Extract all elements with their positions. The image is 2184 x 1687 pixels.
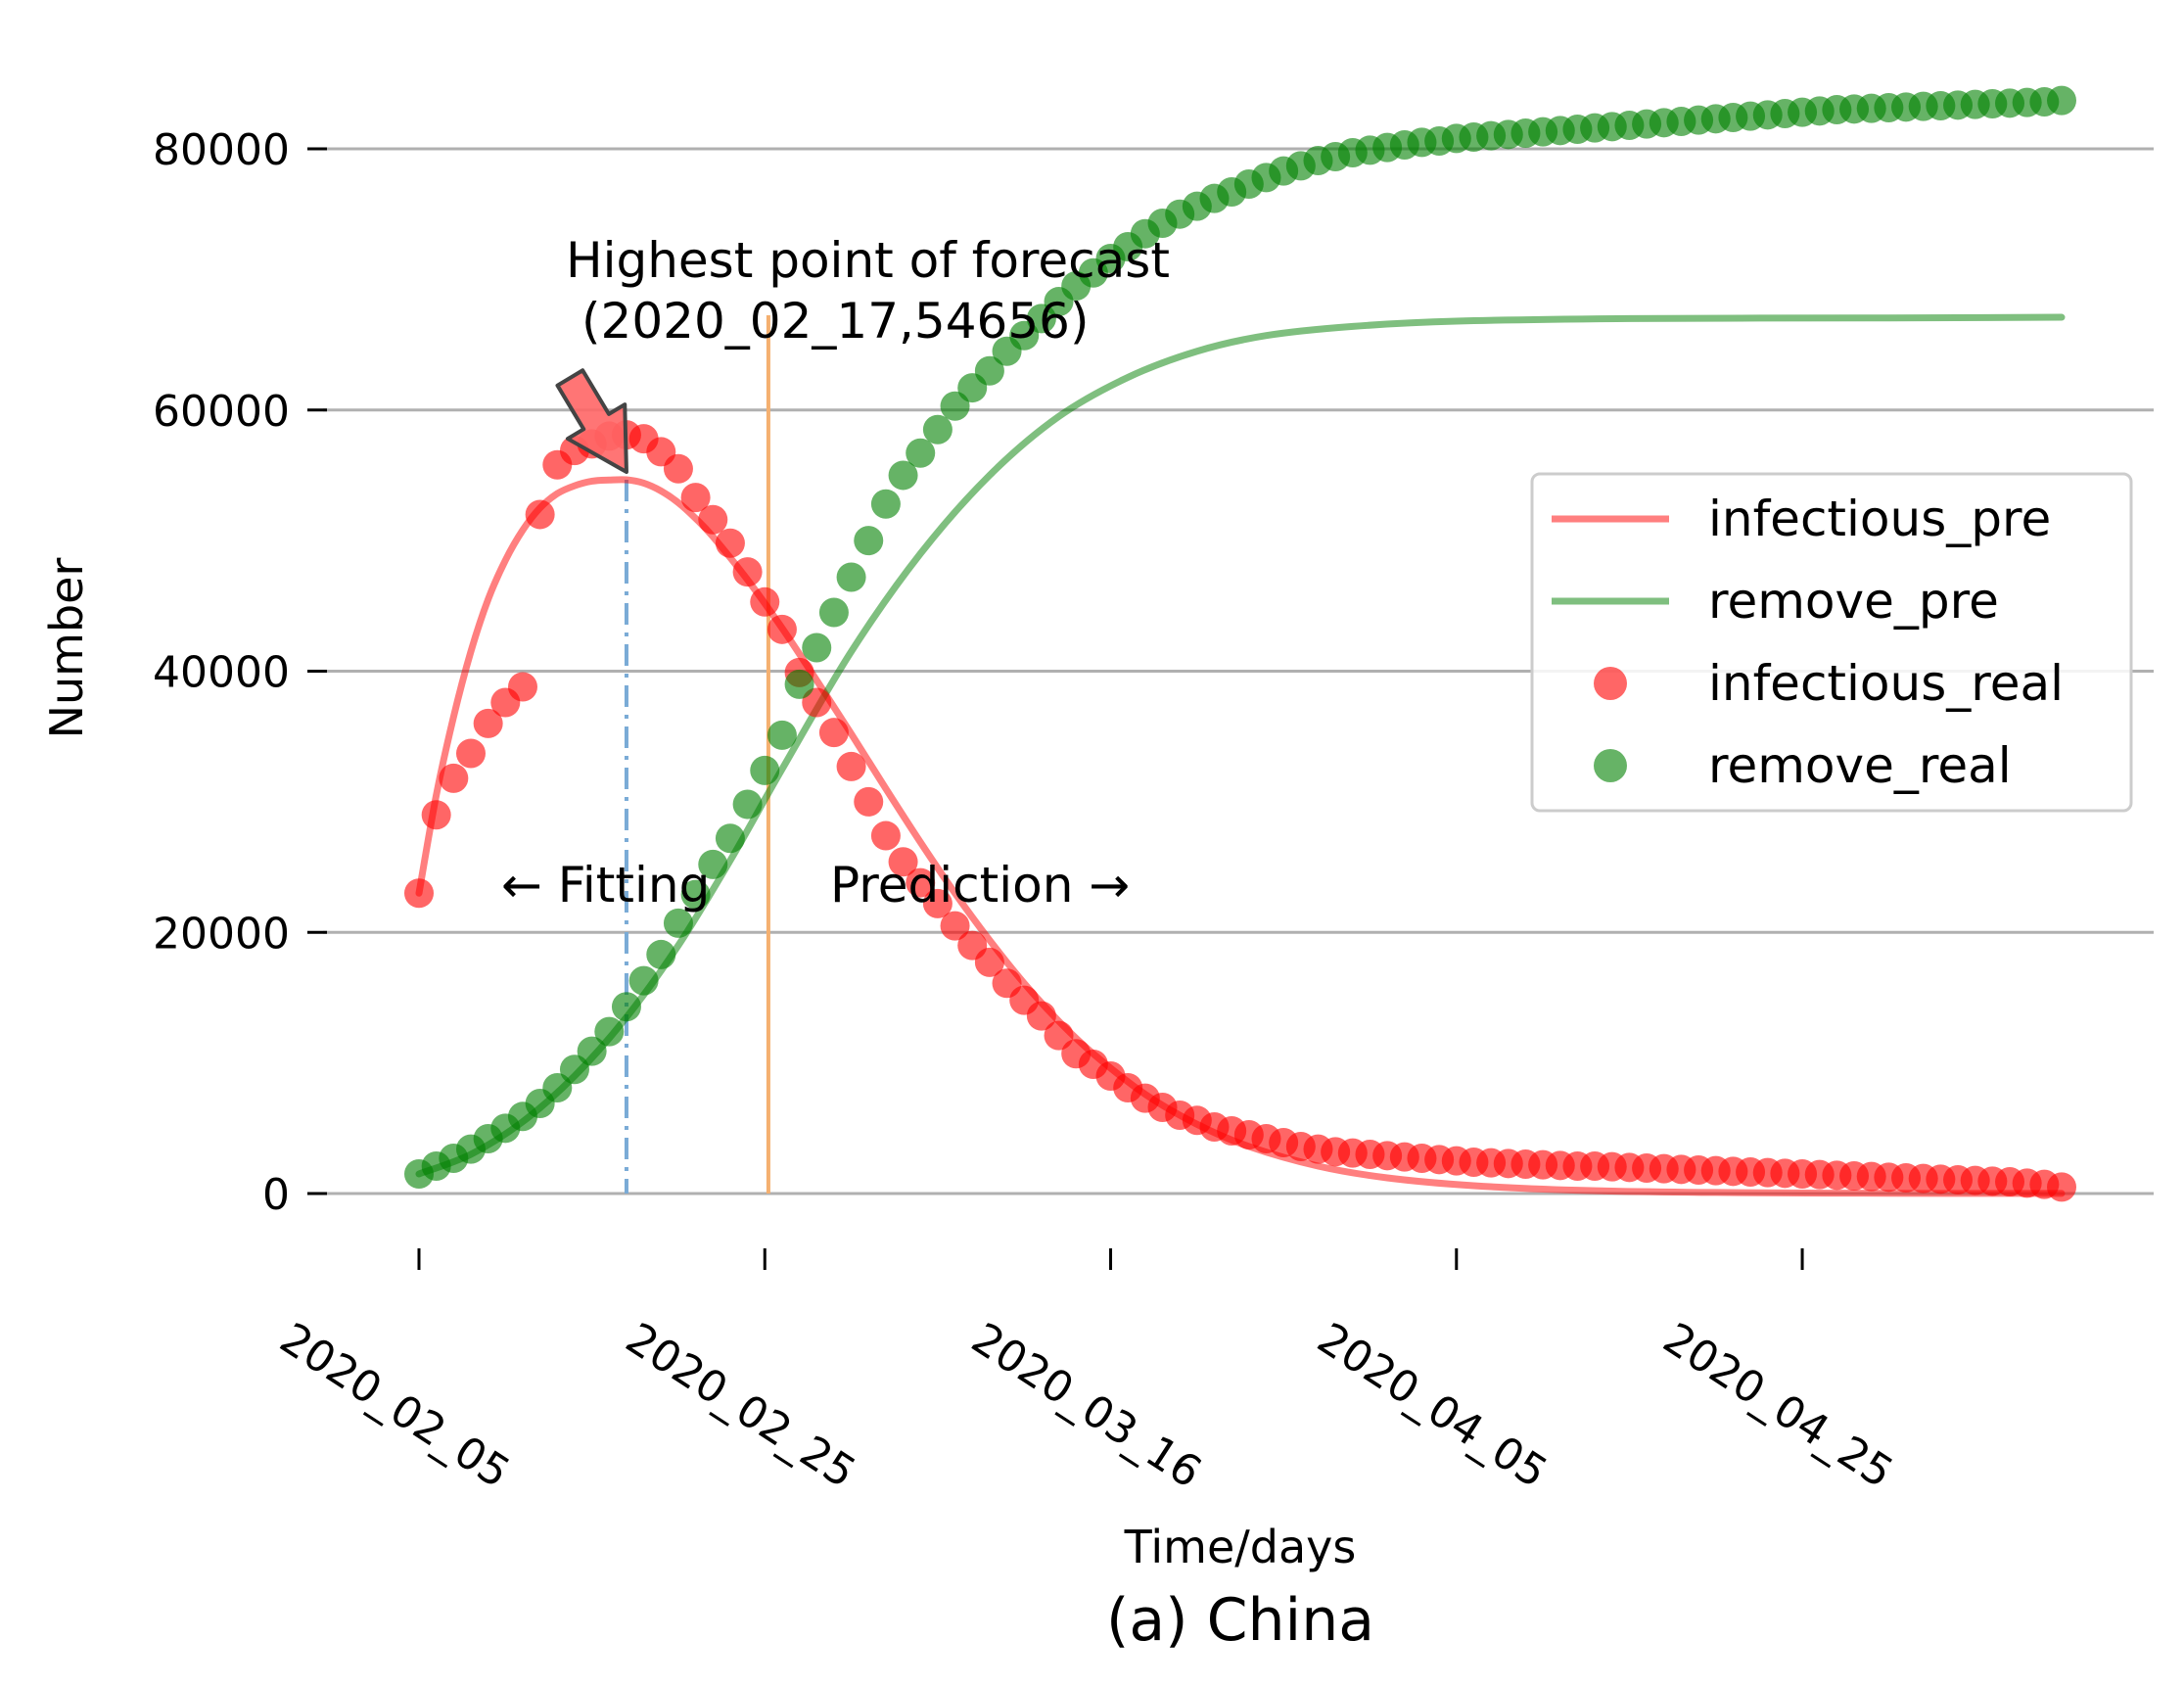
remove_real-point (870, 489, 901, 519)
annotation-coordinates: (2020_02_17,54656) (581, 293, 1089, 350)
legend-label: infectious_pre (1708, 491, 2051, 547)
infectious_real-point (715, 528, 745, 558)
remove_real-point (732, 789, 763, 820)
remove_real-point (715, 823, 745, 854)
chart-caption: (a) China (1106, 1586, 1374, 1655)
remove_real-point (836, 562, 866, 592)
infectious_real-point (663, 453, 693, 484)
y-tick-label: 80000 (153, 125, 290, 175)
remove_real-point (646, 939, 676, 969)
infectious_real-point (439, 763, 469, 793)
remove_real-point (802, 633, 832, 663)
real-data-points (404, 85, 2076, 1202)
remove_real-point (663, 908, 693, 938)
remove_real-point (940, 391, 970, 421)
infectious_real-point (870, 820, 901, 851)
infectious_real-point (750, 586, 780, 617)
remove_real-point (906, 438, 936, 468)
legend-swatch (1594, 667, 1627, 700)
remove_real-point (611, 992, 641, 1022)
remove_real-point (767, 720, 797, 750)
infectious_real-point (906, 867, 936, 898)
infectious_real-point (698, 504, 728, 535)
remove_real-point (750, 755, 780, 785)
infectious_real-point (1026, 1001, 1056, 1031)
y-axis: 0 20000 40000 60000 80000 (153, 125, 327, 1220)
remove_real-point (680, 879, 711, 910)
remove_real-point (888, 460, 918, 491)
infectious_real-point (455, 738, 486, 769)
annotation-title: Highest point of forecast (566, 232, 1170, 289)
infectious_pre-line (415, 476, 2066, 1197)
legend-label: remove_pre (1708, 573, 1999, 630)
remove_real-point (559, 1054, 589, 1085)
remove_real-point (818, 597, 849, 628)
legend-swatch (1594, 749, 1627, 782)
x-tick-label: 2020_03_16 (963, 1313, 1211, 1498)
remove_real-point (628, 965, 659, 996)
infectious_real-point (974, 947, 1004, 977)
y-tick-label: 20000 (153, 909, 290, 959)
x-axis: 2020_02_05 2020_02_25 2020_03_16 2020_04_05… (271, 1248, 1902, 1498)
infectious_real-point (680, 483, 711, 513)
infectious_real-point (767, 614, 797, 644)
y-tick-label: 0 (262, 1170, 290, 1220)
y-tick-label: 40000 (153, 648, 290, 698)
infectious_real-point (507, 672, 537, 702)
remove_real-point (922, 414, 953, 445)
annotation-arrow-icon (555, 368, 628, 475)
remove_real-point (698, 849, 728, 879)
legend-label: remove_real (1708, 737, 2012, 794)
fitting-label: ← Fitting (501, 857, 710, 914)
infectious_real-point (922, 888, 953, 918)
infectious_real-point (2047, 1172, 2076, 1202)
x-tick-label: 2020_02_25 (617, 1313, 864, 1498)
infectious_real-point (404, 878, 434, 909)
y-tick-label: 60000 (153, 387, 290, 437)
infectious_real-point (854, 786, 884, 817)
infectious_real-point (836, 751, 866, 781)
x-axis-label: Time/days (1124, 1521, 1357, 1573)
prediction-label: Prediction → (830, 857, 1130, 914)
remove_real-point (594, 1016, 625, 1047)
remove_real-point (2047, 85, 2076, 116)
y-axis-label: Number (40, 558, 93, 739)
remove_real-point (577, 1036, 607, 1066)
legend: infectious_pre remove_pre infectious_realr… (1530, 472, 2133, 813)
infectious_real-point (525, 499, 555, 530)
x-tick-label: 2020_02_05 (271, 1313, 519, 1498)
infectious_real-point (888, 847, 918, 877)
remove_real-point (542, 1072, 573, 1102)
reference-lines (624, 315, 770, 1194)
x-tick-label: 2020_04_25 (1654, 1313, 1902, 1498)
remove_real-point (974, 355, 1004, 386)
remove_real-point (854, 526, 884, 556)
annotation: Highest point of forecast (2020_02_17,54… (555, 232, 1170, 475)
infectious_real-point (818, 718, 849, 748)
remove_real-point (784, 669, 814, 699)
infectious_real-point (940, 911, 970, 941)
legend-label: infectious_real (1708, 655, 2064, 712)
infectious_real-point (421, 800, 451, 830)
legend-box (1530, 472, 2133, 813)
x-tick-label: 2020_04_05 (1309, 1313, 1557, 1498)
infectious_real-point (473, 708, 503, 738)
infectious_real-point (802, 687, 832, 718)
infectious_real-point (732, 557, 763, 587)
infectious_real-point (1044, 1020, 1074, 1051)
